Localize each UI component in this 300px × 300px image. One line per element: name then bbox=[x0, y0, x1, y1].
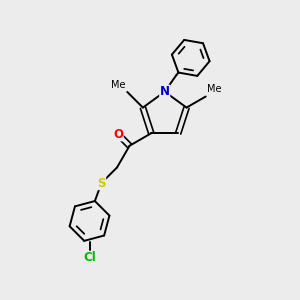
Text: N: N bbox=[160, 85, 170, 98]
Text: Cl: Cl bbox=[83, 251, 96, 264]
Text: Me: Me bbox=[111, 80, 126, 90]
Text: S: S bbox=[97, 177, 106, 190]
Text: O: O bbox=[113, 128, 123, 141]
Text: Me: Me bbox=[207, 84, 222, 94]
